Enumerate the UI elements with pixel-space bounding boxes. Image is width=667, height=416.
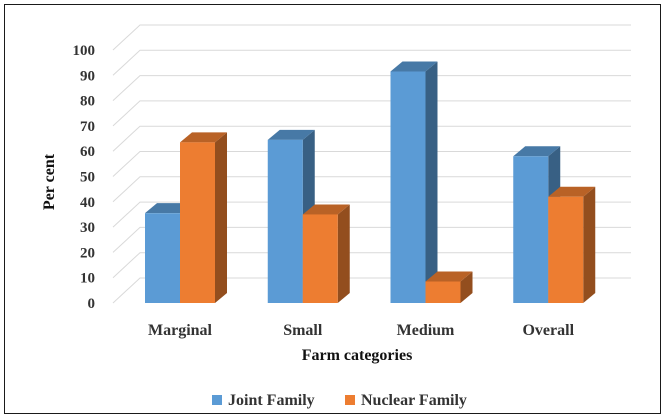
bar-joint-family-medium (390, 61, 438, 303)
bar-front (267, 139, 303, 303)
y-tick-label: 40 (80, 195, 95, 211)
bar-side (425, 61, 438, 303)
bar-front (548, 196, 584, 303)
y-tick-label: 10 (80, 271, 95, 287)
gridline-90 (112, 49, 631, 76)
bar-front (180, 142, 215, 303)
gridline-70 (112, 100, 631, 127)
legend-label-nuclear: Nuclear Family (361, 392, 467, 409)
x-category-label: Overall (522, 322, 574, 339)
bar-side (215, 132, 227, 303)
gridline-100 (112, 24, 631, 51)
legend-label-joint: Joint Family (228, 392, 315, 409)
bar-nuclear-family-marginal (180, 132, 227, 303)
x-category-label: Medium (397, 322, 455, 339)
bar-top (425, 271, 473, 282)
y-tick-label: 80 (80, 94, 95, 110)
bar-top (390, 61, 438, 72)
bar-nuclear-family-small (302, 204, 350, 303)
bar-top (548, 186, 596, 197)
x-category-label: Small (283, 322, 323, 339)
bar-top (302, 204, 350, 215)
bar-nuclear-family-overall (548, 186, 596, 303)
gridline-30 (112, 201, 631, 228)
x-category-label: Marginal (148, 322, 213, 339)
x-axis-title: Farm categories (302, 347, 413, 364)
y-tick-label: 90 (80, 68, 95, 84)
legend-swatch-nuclear (345, 395, 355, 405)
bar-top (267, 129, 315, 140)
y-axis-ticks: 0 10 20 30 40 50 60 70 80 90 100 (73, 43, 96, 312)
bar-front (390, 71, 426, 303)
bar-side (460, 271, 473, 303)
gridline-40 (112, 176, 631, 203)
bar-side (337, 204, 350, 303)
x-axis-categories: Marginal Small Medium Overall (148, 322, 575, 339)
legend-swatch-joint (212, 395, 222, 405)
bar-side (583, 186, 596, 303)
y-axis-title: Per cent (41, 153, 58, 210)
gridline-10 (112, 252, 631, 279)
y-tick-label: 20 (80, 245, 95, 261)
legend: Joint Family Nuclear Family (212, 392, 467, 409)
bar-front (425, 281, 461, 303)
bar-front (513, 156, 549, 303)
bar-front (145, 213, 180, 303)
y-tick-label: 50 (80, 170, 95, 186)
bar-nuclear-family-medium (425, 271, 473, 303)
y-tick-label: 60 (80, 144, 95, 160)
y-tick-label: 30 (80, 220, 95, 236)
gridline-60 (112, 125, 631, 152)
gridline-50 (112, 151, 631, 177)
y-tick-label: 100 (73, 43, 96, 59)
y-tick-label: 0 (88, 296, 96, 312)
bars (145, 61, 596, 303)
bar-top (513, 146, 561, 157)
bar-top (180, 132, 227, 143)
bar-front (302, 214, 338, 303)
gridline-20 (112, 226, 631, 253)
gridline-80 (112, 75, 631, 101)
y-tick-label: 70 (80, 119, 95, 135)
